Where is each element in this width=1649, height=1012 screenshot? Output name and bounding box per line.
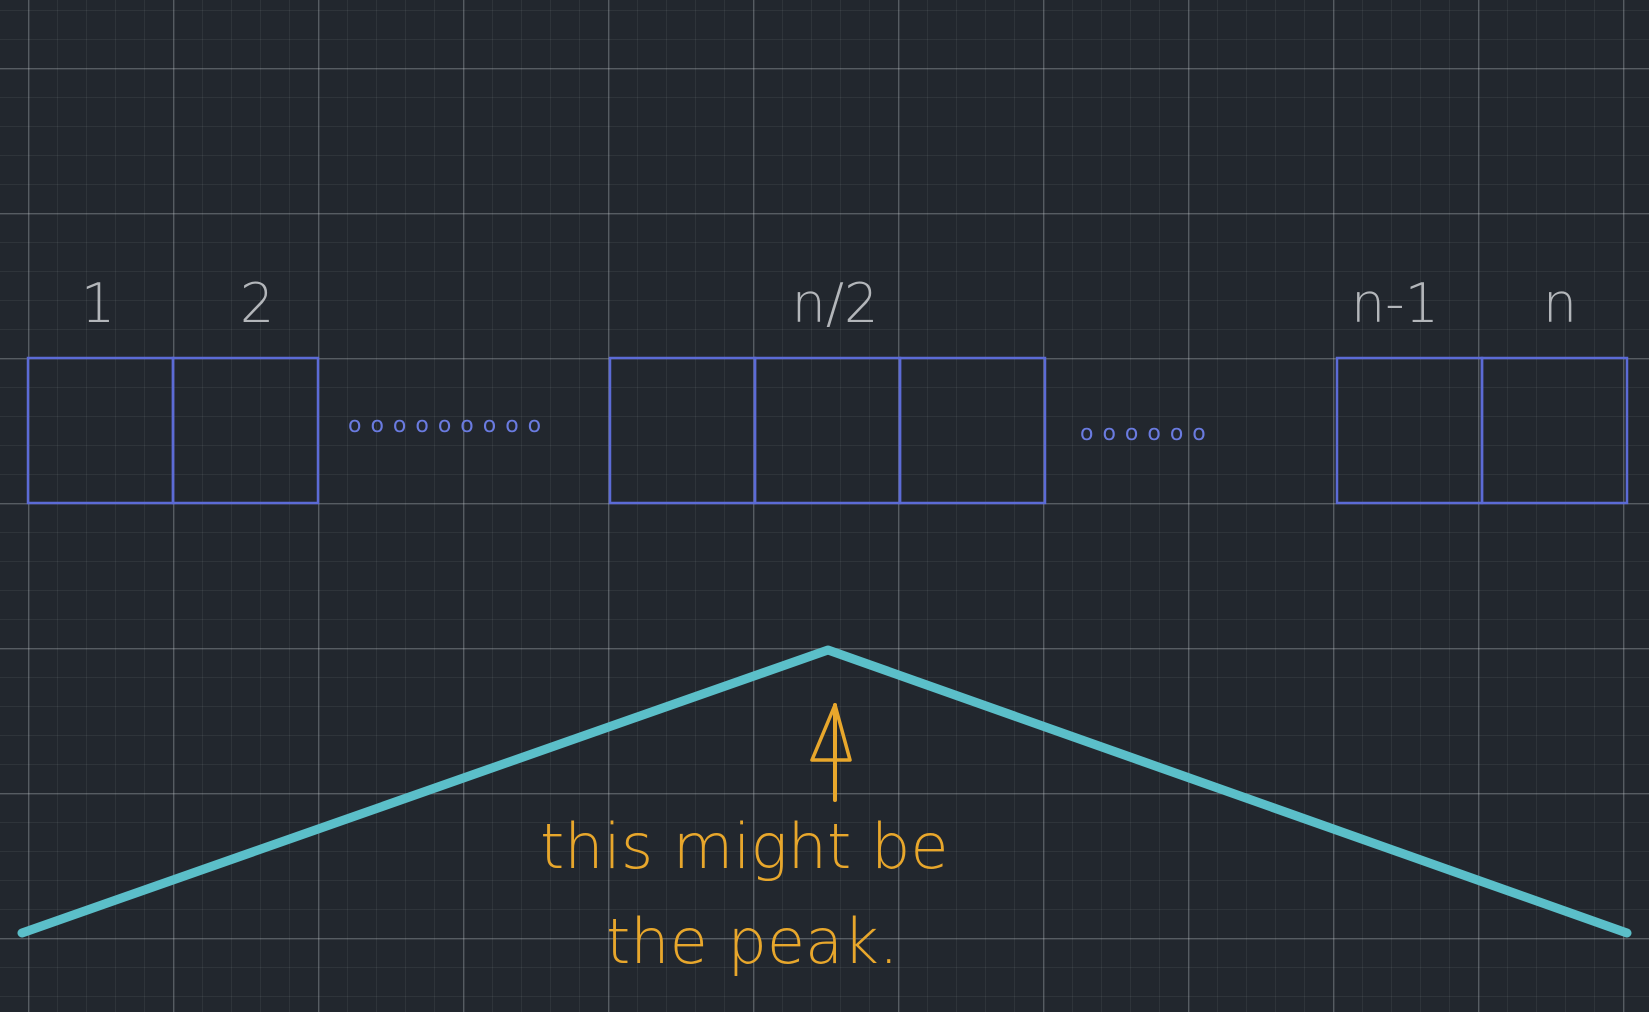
array-cell-2 [171, 356, 320, 505]
ellipsis-left: ooooooooo [348, 413, 550, 438]
index-label-second-last: n-1 [1351, 272, 1439, 335]
array-cell-last [1480, 356, 1629, 505]
annotation-line-1: this might be [540, 810, 948, 883]
annotation-line-2: the peak. [606, 905, 899, 978]
ellipsis-right: oooooo [1080, 421, 1215, 446]
arrow-up-icon [810, 703, 852, 802]
peak-line [17, 645, 1632, 938]
index-label-last: n [1543, 272, 1577, 335]
array-cell-middle-left [608, 356, 757, 505]
array-cell-middle [753, 356, 902, 505]
index-label-1: 1 [81, 272, 115, 335]
array-cell-second-last [1335, 356, 1484, 505]
index-label-2: 2 [240, 272, 274, 335]
array-cell-middle-right [898, 356, 1047, 505]
index-label-middle: n/2 [792, 272, 879, 335]
array-cell-1 [26, 356, 175, 505]
